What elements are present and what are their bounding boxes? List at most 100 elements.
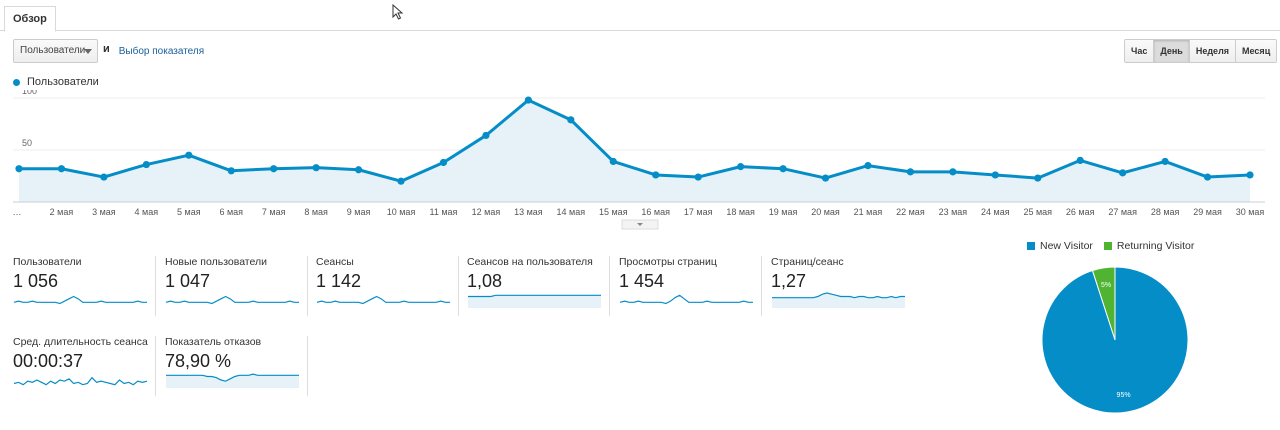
metric-tile[interactable]: Сеансов на пользователя 1,08 bbox=[467, 256, 610, 316]
metric-select[interactable]: Пользователи bbox=[13, 39, 98, 63]
metric-tile[interactable]: Новые пользователи 1 047 bbox=[165, 256, 308, 316]
data-point[interactable] bbox=[737, 163, 745, 171]
data-point[interactable] bbox=[57, 165, 66, 173]
tab-overview[interactable]: Обзор bbox=[4, 6, 56, 32]
sparkline bbox=[772, 292, 905, 308]
data-point[interactable] bbox=[227, 167, 235, 175]
data-point[interactable] bbox=[1034, 174, 1042, 182]
data-point[interactable] bbox=[906, 168, 915, 176]
returning-visitor-swatch bbox=[1103, 242, 1112, 250]
data-point[interactable] bbox=[270, 165, 278, 173]
metric-tile[interactable]: Пользователи 1 056 bbox=[13, 256, 156, 316]
data-point[interactable] bbox=[779, 165, 787, 173]
sparkline bbox=[165, 295, 299, 305]
x-tick-label: 22 мая bbox=[896, 207, 925, 217]
data-point[interactable] bbox=[864, 162, 872, 170]
data-point[interactable] bbox=[100, 173, 108, 181]
x-tick-label: 6 мая bbox=[219, 207, 243, 217]
data-point[interactable] bbox=[482, 131, 490, 140]
metric-tile[interactable]: Просмотры страниц 1 454 bbox=[619, 256, 762, 316]
legend-series-label: Пользователи bbox=[27, 76, 99, 88]
data-point[interactable] bbox=[142, 160, 150, 169]
data-point[interactable] bbox=[439, 158, 448, 167]
x-tick-label: 13 мая bbox=[514, 207, 543, 217]
period-week-button[interactable]: Неделя bbox=[1188, 40, 1236, 62]
sparkline-area bbox=[772, 293, 905, 308]
sparkline-line bbox=[13, 295, 147, 305]
metric-tile[interactable]: Показатель отказов 78,90 % bbox=[165, 336, 308, 396]
metric-value: 1,27 bbox=[771, 271, 807, 291]
period-day-button[interactable]: День bbox=[1153, 40, 1189, 62]
x-tick-label: 27 мая bbox=[1108, 207, 1137, 217]
metric-value: 1 454 bbox=[619, 271, 665, 291]
sparkline bbox=[13, 295, 147, 305]
metric-tile[interactable]: Сред. длительность сеанса 00:00:37 bbox=[13, 336, 156, 396]
data-point[interactable] bbox=[652, 171, 660, 179]
pie-legend-new-label: New Visitor bbox=[1040, 240, 1093, 252]
metric-tile[interactable]: Сеансы 1 142 bbox=[316, 256, 459, 316]
data-point[interactable] bbox=[1161, 157, 1169, 166]
x-tick-label: 9 мая bbox=[347, 207, 371, 217]
metric-label: Сеансов на пользователя bbox=[467, 256, 593, 268]
pie-legend-returning: Returning Visitor bbox=[1103, 240, 1194, 252]
data-point[interactable] bbox=[397, 177, 405, 185]
data-point[interactable] bbox=[949, 168, 957, 176]
x-tick-label: 23 мая bbox=[939, 207, 968, 217]
data-point[interactable] bbox=[1246, 171, 1254, 179]
select-metric-link[interactable]: Выбор показателя bbox=[118, 45, 205, 57]
x-tick-label: 29 мая bbox=[1193, 207, 1222, 217]
data-point[interactable] bbox=[567, 116, 575, 124]
metric-value: 1 047 bbox=[165, 271, 211, 291]
data-point[interactable] bbox=[185, 151, 193, 159]
metric-label: Страниц/сеанс bbox=[771, 256, 844, 268]
pie-slice-new-visitor[interactable] bbox=[1041, 266, 1189, 414]
x-tick-label: 8 мая bbox=[304, 207, 328, 217]
data-point[interactable] bbox=[1076, 156, 1084, 164]
data-point[interactable] bbox=[1203, 173, 1212, 181]
data-point[interactable] bbox=[1119, 169, 1127, 177]
x-tick-label: 11 мая bbox=[430, 207, 458, 217]
data-point[interactable] bbox=[524, 96, 532, 104]
data-point[interactable] bbox=[15, 165, 23, 173]
data-point[interactable] bbox=[609, 157, 617, 166]
data-point[interactable] bbox=[821, 174, 830, 182]
sparkline-area bbox=[468, 295, 601, 308]
x-tick-label: 15 мая bbox=[599, 207, 628, 217]
visitor-pie-chart: 5% 95% bbox=[1041, 266, 1189, 414]
metric-select-value: Пользователи bbox=[20, 45, 86, 56]
metric-label: Новые пользователи bbox=[165, 256, 267, 268]
period-month-button[interactable]: Месяц bbox=[1235, 40, 1277, 62]
metric-controls: Пользователи и Выбор показателя bbox=[13, 39, 204, 63]
data-point[interactable] bbox=[312, 164, 320, 172]
x-tick-label: 14 мая bbox=[557, 207, 586, 217]
series-line bbox=[19, 98, 1251, 183]
sparkline bbox=[468, 294, 601, 308]
x-tick-label: 25 мая bbox=[1023, 207, 1052, 217]
x-tick-label: 10 мая bbox=[387, 207, 416, 217]
sparkline-area bbox=[166, 374, 299, 388]
mouse-cursor-icon bbox=[392, 4, 404, 20]
data-point[interactable] bbox=[991, 171, 999, 179]
metric-label: Показатель отказов bbox=[165, 336, 262, 348]
x-tick-label: 7 мая bbox=[262, 207, 286, 217]
x-tick-label: 2 мая bbox=[50, 207, 74, 217]
sparkline bbox=[316, 295, 450, 305]
x-tick-label: 4 мая bbox=[135, 207, 159, 217]
x-tick-label: 3 мая bbox=[92, 207, 116, 217]
metric-value: 1 142 bbox=[316, 271, 362, 291]
pie-slice-label: 95% bbox=[1117, 392, 1131, 399]
sparkline-line bbox=[619, 294, 753, 305]
chart-legend: Пользователи bbox=[13, 76, 99, 88]
period-selector: Час День Неделя Месяц bbox=[1124, 39, 1278, 63]
metric-value: 78,90 % bbox=[165, 351, 232, 371]
data-point[interactable] bbox=[694, 173, 702, 181]
period-hour-button[interactable]: Час bbox=[1125, 40, 1154, 62]
sparkline-line bbox=[316, 295, 450, 305]
metric-label: Пользователи bbox=[13, 256, 82, 268]
metric-tile[interactable]: Страниц/сеанс 1,27 bbox=[771, 256, 914, 316]
x-tick-label: … bbox=[13, 207, 22, 217]
tab-bar: Обзор bbox=[0, 0, 1280, 32]
y-tick-label: 100 bbox=[22, 90, 37, 96]
data-point[interactable] bbox=[354, 166, 363, 174]
x-tick-label: 18 мая bbox=[726, 207, 755, 217]
